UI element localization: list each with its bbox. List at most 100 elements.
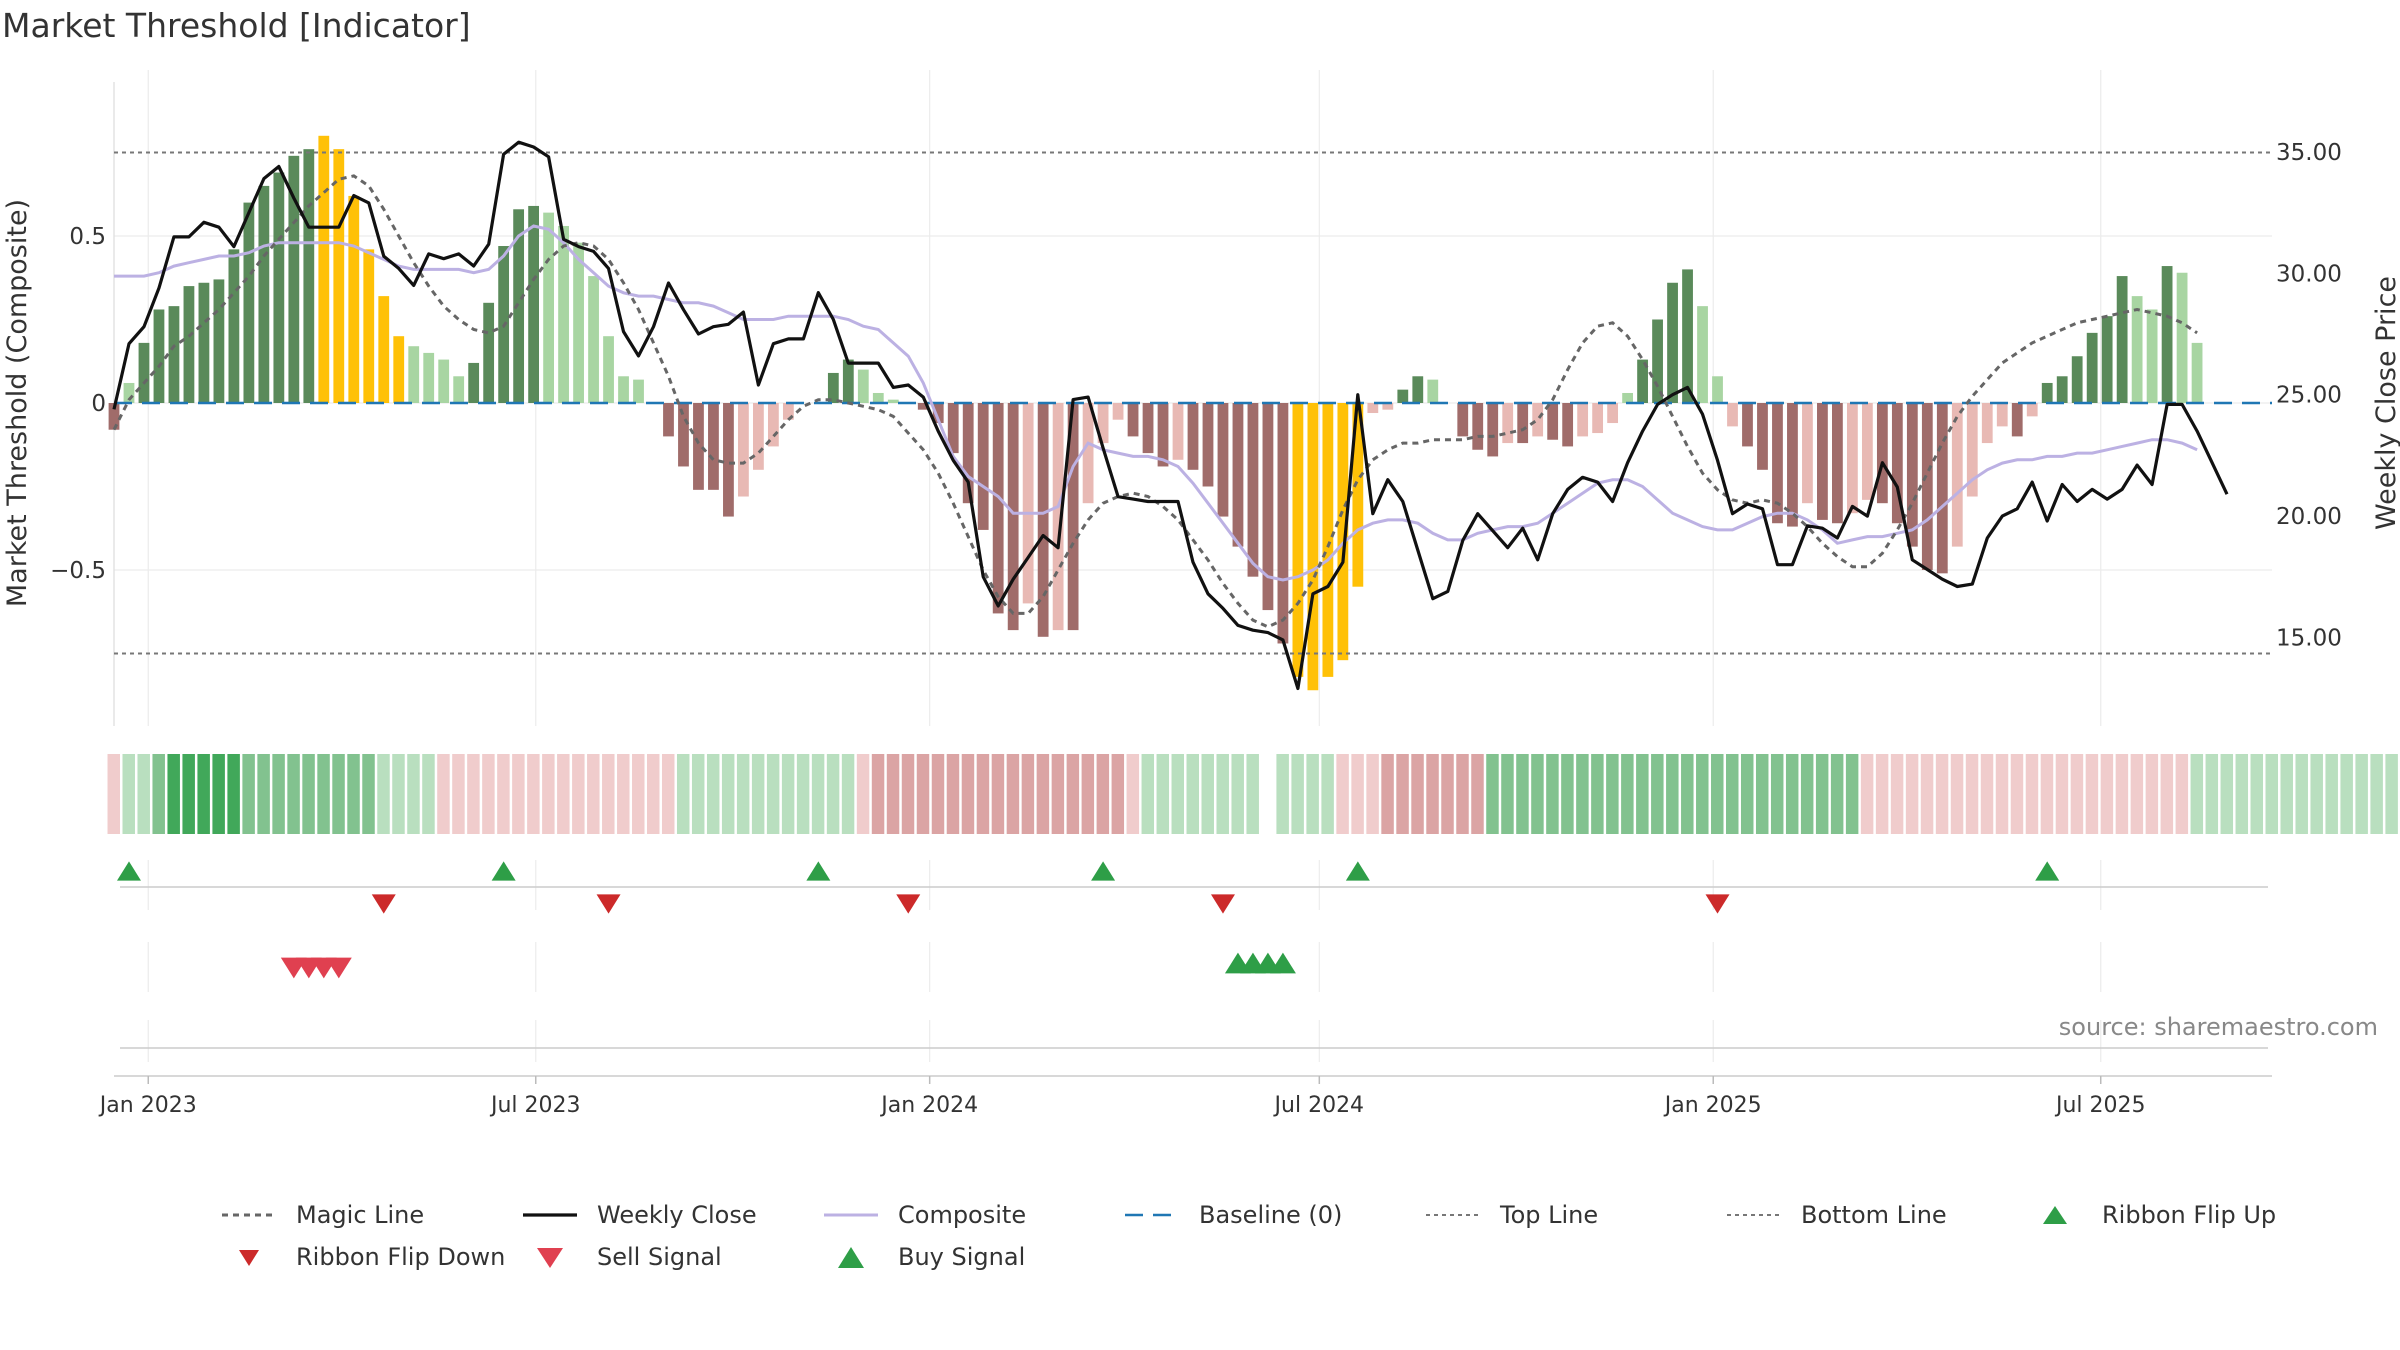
bar	[917, 403, 929, 410]
bar	[1187, 403, 1199, 470]
ribbon-cell	[107, 754, 120, 834]
bar	[1966, 403, 1978, 497]
ribbon-cell	[497, 754, 510, 834]
ribbon-cell	[736, 754, 750, 834]
ribbon-cell	[542, 754, 555, 834]
bar	[2041, 382, 2053, 403]
bar	[857, 369, 869, 403]
bar	[348, 195, 360, 403]
bar	[1682, 269, 1693, 403]
ribbon-cell	[1965, 754, 1979, 834]
bar	[1787, 403, 1798, 527]
ribbon-cell	[2370, 754, 2383, 834]
bar	[1382, 403, 1394, 410]
bar	[1502, 403, 1514, 444]
bar	[1172, 403, 1184, 460]
bottom-legend-icon	[1725, 1202, 1783, 1228]
ribbon-cell	[407, 754, 420, 834]
ribbon-cell	[1501, 754, 1514, 834]
bar	[438, 359, 450, 403]
ribbon-cell	[2070, 754, 2084, 834]
bar	[1322, 403, 1334, 677]
bar	[723, 403, 734, 517]
ribbon-flip-down-marker	[596, 894, 621, 914]
bar	[1846, 403, 1858, 514]
legend-item-price: Weekly Close	[521, 1200, 822, 1230]
ribbon-cell	[1785, 754, 1799, 834]
flip-up-legend-icon	[2026, 1202, 2084, 1228]
ribbon-cell	[2220, 754, 2234, 834]
top-legend-icon	[1424, 1202, 1482, 1228]
ribbon-cell	[1845, 754, 1859, 834]
ribbon-cell	[1950, 754, 1964, 834]
ribbon-cell	[317, 754, 330, 834]
ribbon-cell	[452, 754, 465, 834]
ribbon-cell	[1351, 754, 1364, 834]
ribbon-flip-up-marker	[2035, 861, 2060, 881]
ribbon-cell	[856, 754, 870, 834]
bar	[1487, 403, 1499, 457]
ribbon-cell	[1216, 754, 1229, 834]
ribbon-cell	[272, 754, 285, 834]
legend-label: Buy Signal	[898, 1243, 1026, 1271]
bar	[543, 212, 554, 403]
bar	[1861, 403, 1873, 500]
ribbon-cell	[1036, 754, 1050, 834]
ribbon-cell	[1621, 754, 1634, 834]
bar	[1307, 403, 1319, 691]
bar	[153, 309, 165, 403]
bar	[333, 149, 345, 403]
bar	[1247, 403, 1259, 577]
bar	[393, 336, 405, 403]
bar	[588, 276, 599, 403]
ribbon-cell	[1081, 754, 1095, 834]
ribbon-cell	[2040, 754, 2054, 834]
ribbon-cell	[1726, 754, 1739, 834]
bar	[363, 249, 375, 403]
legend-label: Weekly Close	[597, 1201, 757, 1229]
bar	[1082, 403, 1094, 504]
bar	[977, 403, 989, 530]
ribbon-cell	[632, 754, 645, 834]
ribbon-cell	[1066, 754, 1080, 834]
ribbon-cell	[242, 754, 255, 834]
bar	[1397, 389, 1409, 403]
ribbon-cell	[587, 754, 600, 834]
bar	[618, 376, 629, 403]
bar	[1427, 379, 1439, 403]
bar	[708, 403, 719, 490]
legend-item-magic: Magic Line	[220, 1200, 521, 1230]
legend-item-flip-up: Ribbon Flip Up	[2026, 1200, 2327, 1230]
ribbon-cell	[1276, 754, 1289, 834]
ribbon-cell	[1441, 754, 1454, 834]
bar	[528, 205, 540, 403]
ribbon-cell	[2340, 754, 2353, 834]
ribbon-flip-up-marker	[116, 861, 141, 881]
ribbon-cell	[751, 754, 765, 834]
bar	[932, 403, 944, 424]
x-tick-label: Jan 2023	[98, 1093, 197, 1118]
ribbon-cell	[1366, 754, 1379, 834]
ribbon-cell	[1890, 754, 1904, 834]
ribbon-cell	[2235, 754, 2249, 834]
ribbon-cell	[961, 754, 975, 834]
bar	[947, 403, 959, 454]
bar	[1697, 306, 1708, 403]
right-tick-label: 30.00	[2276, 261, 2342, 287]
legend-label: Baseline (0)	[1199, 1201, 1343, 1229]
ribbon-cell	[1306, 754, 1319, 834]
ribbon-cell	[512, 754, 525, 834]
x-tick-label: Jul 2024	[1273, 1093, 1365, 1118]
x-tick-label: Jul 2025	[2054, 1093, 2146, 1118]
bar	[1562, 403, 1574, 447]
ribbon-cell	[931, 754, 945, 834]
ribbon-cell	[1141, 754, 1155, 834]
bar	[423, 352, 435, 403]
bar	[1832, 403, 1843, 524]
bar	[663, 403, 674, 437]
ribbon-cell	[2280, 754, 2293, 834]
bar	[378, 296, 390, 403]
bar	[2011, 403, 2023, 437]
left-tick-label: −0.5	[50, 558, 106, 584]
ribbon-cell	[661, 754, 675, 834]
